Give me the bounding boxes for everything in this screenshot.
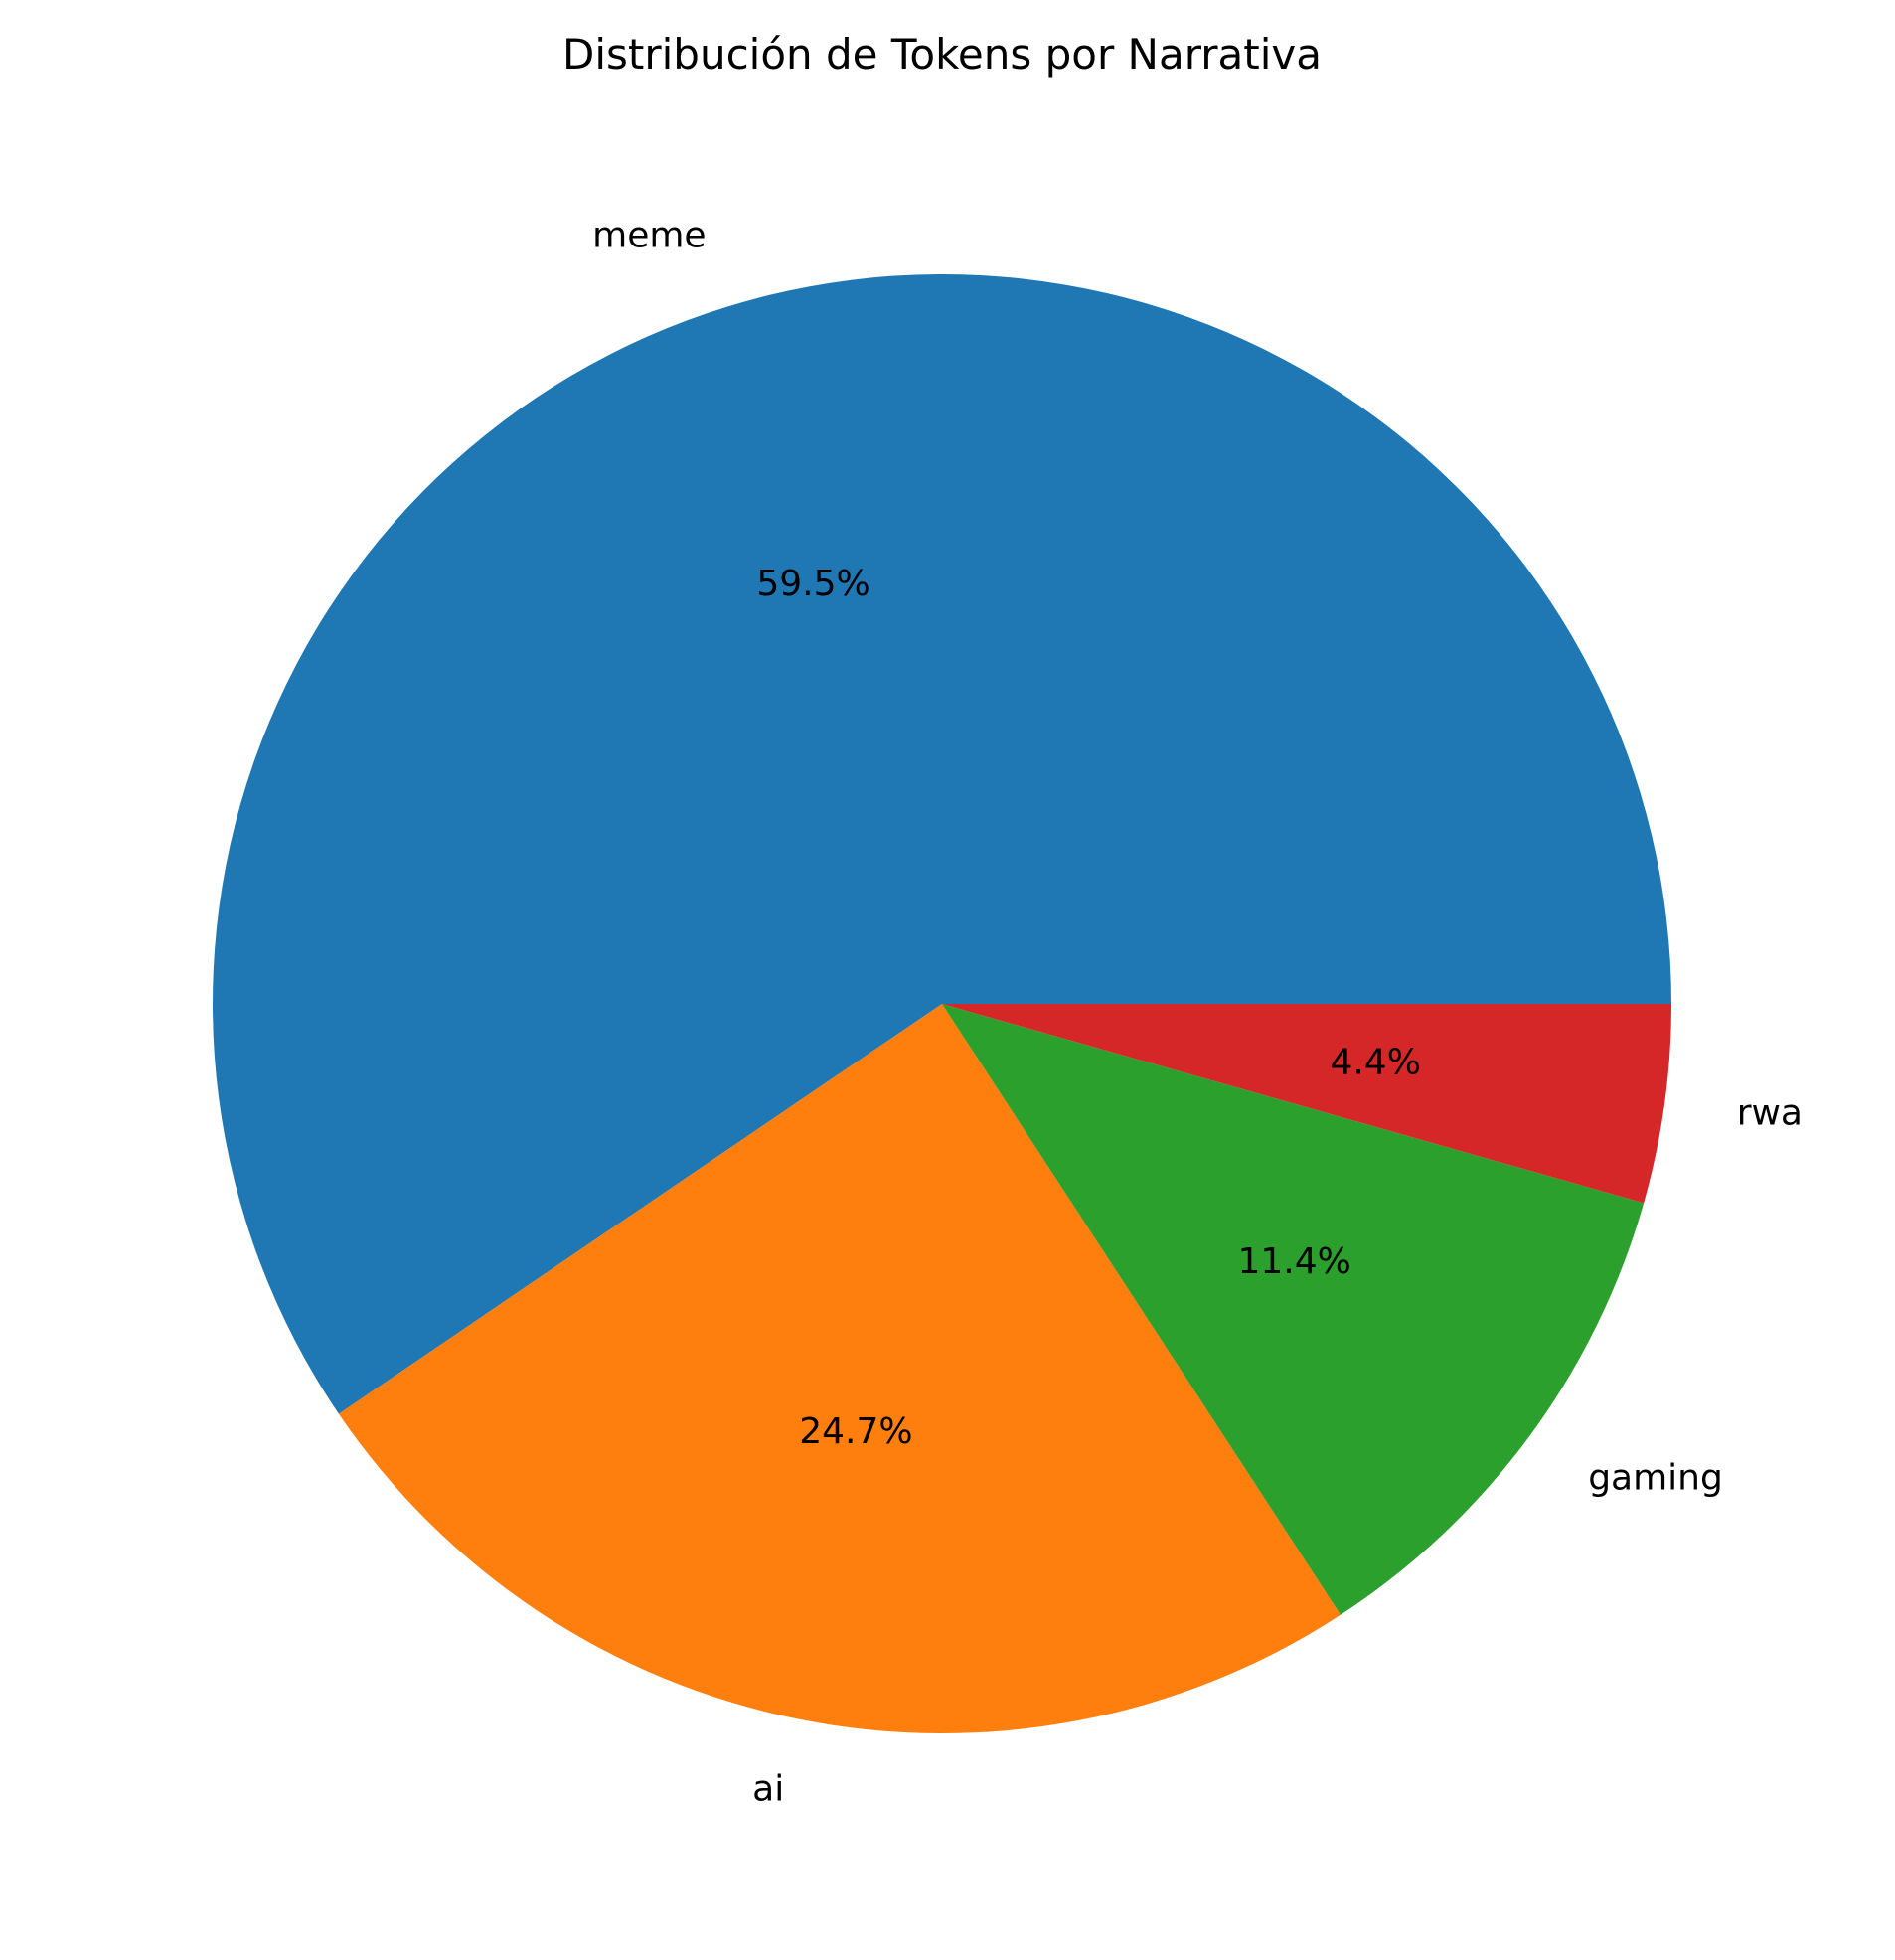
slice-percent-ai: 24.7% <box>799 1411 912 1452</box>
pie-labels: meme 59.5% ai 24.7% gaming 11.4% rwa 4.4% <box>592 215 1803 1809</box>
slice-label-gaming: gaming <box>1588 1458 1723 1499</box>
slice-meme <box>212 274 1671 1414</box>
slice-label-rwa: rwa <box>1737 1092 1803 1133</box>
slice-rwa <box>942 1004 1671 1204</box>
pie-slices <box>212 274 1671 1734</box>
slice-percent-rwa: 4.4% <box>1330 1043 1420 1083</box>
slice-percent-meme: 59.5% <box>756 564 869 604</box>
slice-label-ai: ai <box>752 1769 784 1810</box>
slice-label-meme: meme <box>592 215 706 255</box>
slice-gaming <box>942 1004 1645 1615</box>
chart-title: Distribución de Tokens por Narrativa <box>562 30 1322 79</box>
slice-percent-gaming: 11.4% <box>1237 1241 1350 1282</box>
slice-ai <box>338 1004 1342 1734</box>
